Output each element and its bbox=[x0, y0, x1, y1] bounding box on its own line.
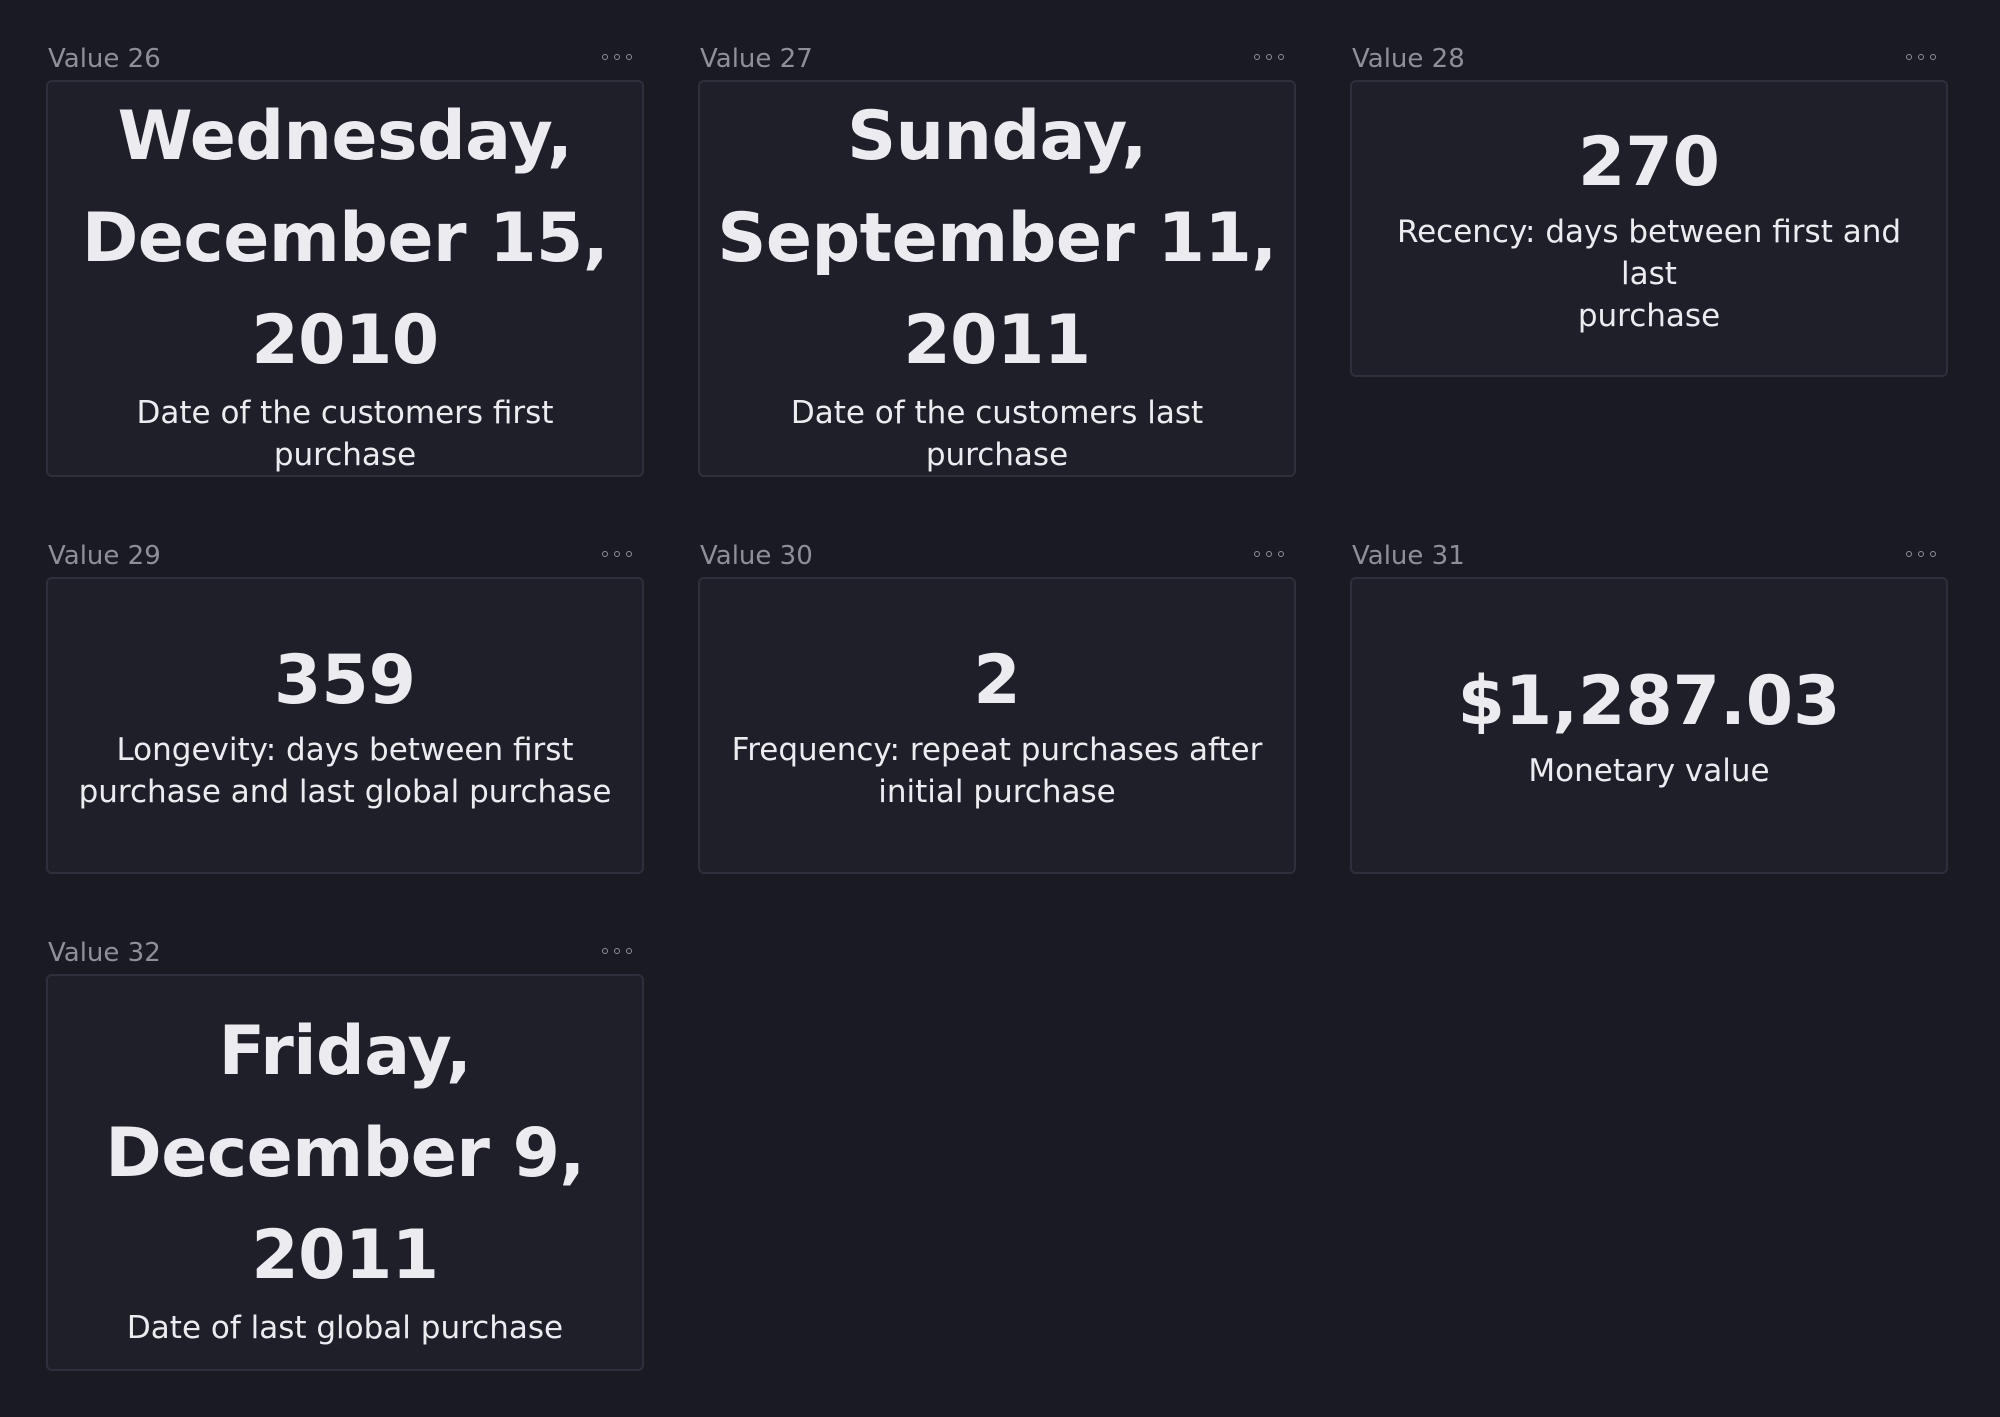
value-line: December 9, bbox=[105, 1113, 585, 1193]
value-card: 270 Recency: days between first and last… bbox=[1350, 80, 1948, 377]
panel-header: Value 29 bbox=[46, 527, 644, 571]
description-line: Frequency: repeat purchases after bbox=[731, 731, 1263, 768]
value-text: Wednesday, December 15, 2010 bbox=[81, 86, 609, 392]
panel-title: Value 31 bbox=[1352, 541, 1465, 571]
value-card: 2 Frequency: repeat purchases after init… bbox=[698, 577, 1296, 874]
panel-value-30: Value 30 2 Frequency: repeat purchases a… bbox=[698, 527, 1296, 874]
panel-value-27: Value 27 Sunday, September 11, 2011 Date… bbox=[698, 30, 1296, 477]
panel-header: Value 31 bbox=[1350, 527, 1948, 571]
panel-value-32: Value 32 Friday, December 9, 2011 Date o… bbox=[46, 924, 644, 1371]
value-number: $1,287.03 bbox=[1457, 661, 1841, 741]
panel-header: Value 26 bbox=[46, 30, 644, 74]
value-description: Date of the customers first purchase bbox=[136, 394, 554, 473]
panel-title: Value 29 bbox=[48, 541, 161, 571]
panel-title: Value 26 bbox=[48, 44, 161, 74]
value-card: 359 Longevity: days between first purcha… bbox=[46, 577, 644, 874]
panel-title: Value 32 bbox=[48, 938, 161, 968]
value-description: Monetary value bbox=[1528, 752, 1770, 789]
value-card: Friday, December 9, 2011 Date of last gl… bbox=[46, 974, 644, 1371]
panel-value-26: Value 26 Wednesday, December 15, 2010 Da… bbox=[46, 30, 644, 477]
description-line: purchase and last global purchase bbox=[78, 773, 612, 810]
value-number: 2 bbox=[973, 640, 1021, 720]
value-line: Sunday, bbox=[847, 96, 1147, 176]
value-line: 2011 bbox=[251, 1215, 439, 1295]
panel-value-29: Value 29 359 Longevity: days between fir… bbox=[46, 527, 644, 874]
more-options-icon[interactable] bbox=[1906, 551, 1936, 561]
more-options-icon[interactable] bbox=[602, 948, 632, 958]
value-text: Sunday, September 11, 2011 bbox=[717, 86, 1277, 392]
value-line: 2010 bbox=[251, 300, 439, 380]
value-card: Wednesday, December 15, 2010 Date of the… bbox=[46, 80, 644, 477]
panel-value-31: Value 31 $1,287.03 Monetary value bbox=[1350, 527, 1948, 874]
value-description: Date of the customers last purchase bbox=[790, 394, 1204, 473]
value-number: 359 bbox=[274, 640, 416, 720]
description-line: initial purchase bbox=[878, 773, 1116, 810]
panel-title: Value 28 bbox=[1352, 44, 1465, 74]
panel-title: Value 30 bbox=[700, 541, 813, 571]
panel-header: Value 27 bbox=[698, 30, 1296, 74]
value-line: Wednesday, bbox=[117, 96, 573, 176]
value-description: Longevity: days between first purchase a… bbox=[55, 729, 636, 813]
value-card: Sunday, September 11, 2011 Date of the c… bbox=[698, 80, 1296, 477]
panel-value-28: Value 28 270 Recency: days between first… bbox=[1350, 30, 1948, 377]
value-description: Frequency: repeat purchases after initia… bbox=[708, 729, 1287, 813]
more-options-icon[interactable] bbox=[602, 551, 632, 561]
description-line: Longevity: days between first bbox=[116, 731, 574, 768]
value-number: 270 bbox=[1578, 122, 1720, 202]
more-options-icon[interactable] bbox=[1906, 54, 1936, 64]
description-line: Recency: days between first and last bbox=[1396, 213, 1902, 292]
value-description: Recency: days between first and last pur… bbox=[1352, 211, 1946, 337]
value-line: September 11, bbox=[717, 198, 1277, 278]
description-line: purchase bbox=[1577, 297, 1721, 334]
value-description: Date of last global purchase bbox=[126, 1309, 564, 1346]
more-options-icon[interactable] bbox=[1254, 551, 1284, 561]
panel-header: Value 32 bbox=[46, 924, 644, 968]
more-options-icon[interactable] bbox=[1254, 54, 1284, 64]
value-line: December 15, bbox=[81, 198, 609, 278]
more-options-icon[interactable] bbox=[602, 54, 632, 64]
panel-title: Value 27 bbox=[700, 44, 813, 74]
value-line: 2011 bbox=[903, 300, 1091, 380]
value-card: $1,287.03 Monetary value bbox=[1350, 577, 1948, 874]
value-text: Friday, December 9, 2011 bbox=[105, 1001, 585, 1307]
panel-header: Value 28 bbox=[1350, 30, 1948, 74]
value-line: Friday, bbox=[218, 1011, 472, 1091]
panel-header: Value 30 bbox=[698, 527, 1296, 571]
